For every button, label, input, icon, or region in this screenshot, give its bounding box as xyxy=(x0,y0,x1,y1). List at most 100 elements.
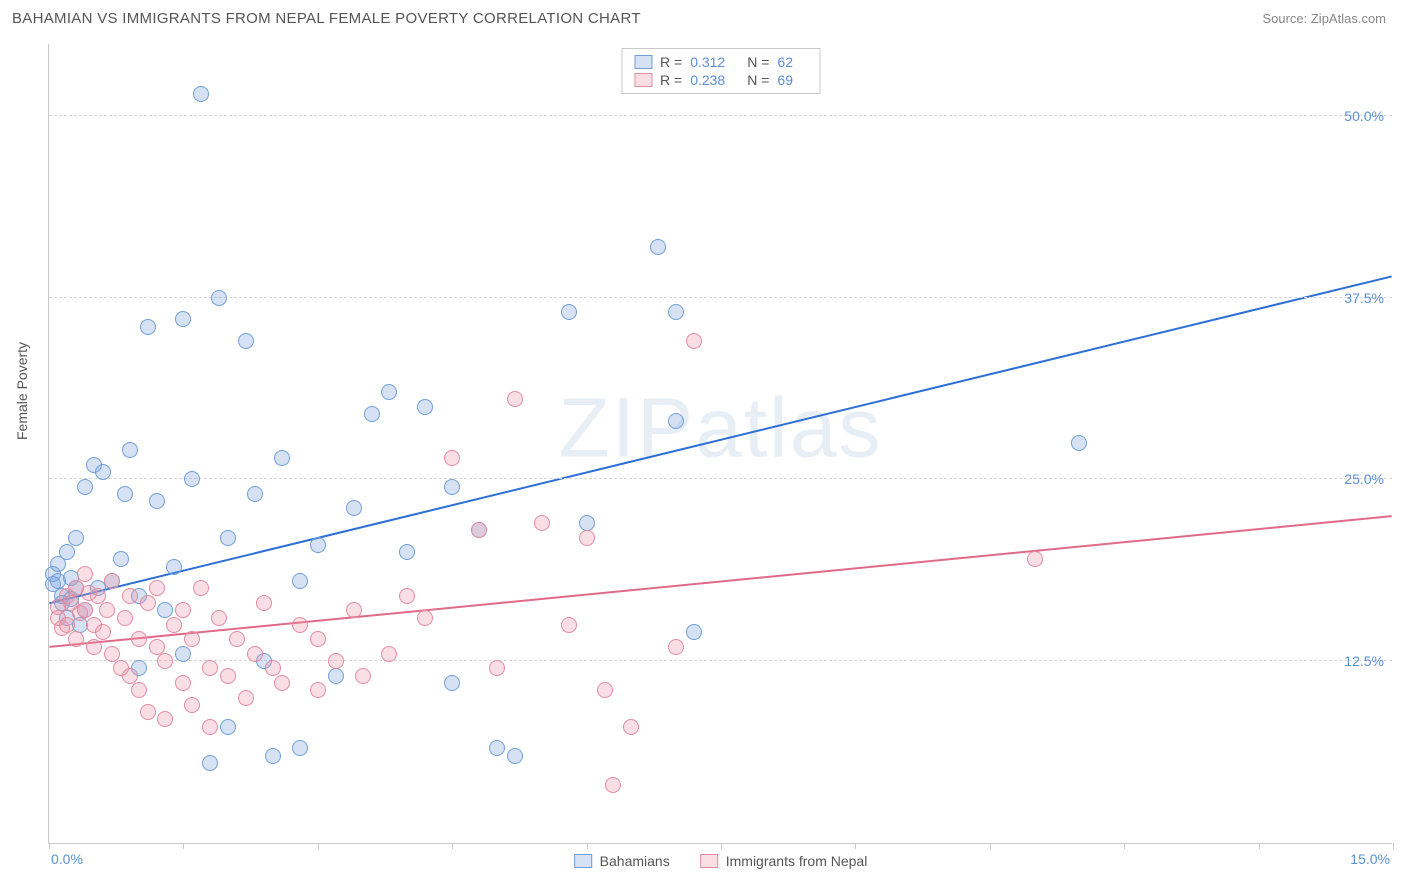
x-tick xyxy=(1124,843,1125,849)
data-point xyxy=(247,646,263,662)
data-point xyxy=(238,690,254,706)
data-point xyxy=(193,86,209,102)
data-point xyxy=(265,660,281,676)
data-point xyxy=(220,719,236,735)
data-point xyxy=(444,675,460,691)
data-point xyxy=(211,290,227,306)
swatch-nepal-icon xyxy=(700,854,718,868)
data-point xyxy=(175,646,191,662)
n-value: 69 xyxy=(777,72,793,88)
data-point xyxy=(534,515,550,531)
data-point xyxy=(131,682,147,698)
gridline xyxy=(49,115,1392,116)
data-point xyxy=(355,668,371,684)
data-point xyxy=(274,675,290,691)
data-point xyxy=(471,522,487,538)
x-tick xyxy=(1259,843,1260,849)
data-point xyxy=(184,631,200,647)
data-point xyxy=(95,464,111,480)
data-point xyxy=(444,450,460,466)
data-point xyxy=(122,668,138,684)
trend-lines xyxy=(49,44,1392,843)
data-point xyxy=(77,566,93,582)
x-tick xyxy=(183,843,184,849)
data-point xyxy=(444,479,460,495)
series-legend: Bahamians Immigrants from Nepal xyxy=(574,853,868,869)
data-point xyxy=(149,580,165,596)
legend-label: Immigrants from Nepal xyxy=(726,853,868,869)
data-point xyxy=(184,471,200,487)
data-point xyxy=(489,740,505,756)
n-value: 62 xyxy=(777,54,793,70)
data-point xyxy=(265,748,281,764)
legend-label: Bahamians xyxy=(600,853,670,869)
watermark: ZIPatlas xyxy=(558,379,882,476)
x-tick-label: 15.0% xyxy=(1350,851,1390,867)
data-point xyxy=(310,537,326,553)
data-point xyxy=(561,617,577,633)
r-label: R = xyxy=(660,72,682,88)
x-tick xyxy=(318,843,319,849)
x-tick xyxy=(587,843,588,849)
r-label: R = xyxy=(660,54,682,70)
data-point xyxy=(220,668,236,684)
correlation-legend: R = 0.312 N = 62 R = 0.238 N = 69 xyxy=(621,48,820,94)
data-point xyxy=(95,624,111,640)
data-point xyxy=(328,668,344,684)
y-tick-label: 37.5% xyxy=(1344,290,1384,306)
data-point xyxy=(292,573,308,589)
data-point xyxy=(68,530,84,546)
n-label: N = xyxy=(747,54,769,70)
legend-row-bahamians: R = 0.312 N = 62 xyxy=(634,53,807,71)
data-point xyxy=(346,500,362,516)
data-point xyxy=(59,617,75,633)
r-value: 0.238 xyxy=(690,72,725,88)
data-point xyxy=(117,486,133,502)
data-point xyxy=(399,544,415,560)
data-point xyxy=(68,631,84,647)
data-point xyxy=(561,304,577,320)
data-point xyxy=(364,406,380,422)
x-tick xyxy=(990,843,991,849)
data-point xyxy=(157,653,173,669)
y-tick-label: 25.0% xyxy=(1344,471,1384,487)
data-point xyxy=(175,675,191,691)
data-point xyxy=(140,595,156,611)
data-point xyxy=(238,333,254,349)
y-tick-label: 50.0% xyxy=(1344,108,1384,124)
y-axis-label: Female Poverty xyxy=(14,342,30,440)
data-point xyxy=(507,748,523,764)
n-label: N = xyxy=(747,72,769,88)
data-point xyxy=(579,530,595,546)
data-point xyxy=(668,413,684,429)
data-point xyxy=(149,493,165,509)
data-point xyxy=(202,719,218,735)
data-point xyxy=(328,653,344,669)
data-point xyxy=(175,602,191,618)
data-point xyxy=(104,573,120,589)
x-tick-label: 0.0% xyxy=(51,851,83,867)
data-point xyxy=(166,559,182,575)
x-tick xyxy=(49,843,50,849)
data-point xyxy=(292,740,308,756)
data-point xyxy=(122,588,138,604)
r-value: 0.312 xyxy=(690,54,725,70)
data-point xyxy=(274,450,290,466)
data-point xyxy=(507,391,523,407)
data-point xyxy=(122,442,138,458)
data-point xyxy=(489,660,505,676)
data-point xyxy=(256,595,272,611)
gridline xyxy=(49,478,1392,479)
data-point xyxy=(310,631,326,647)
data-point xyxy=(623,719,639,735)
data-point xyxy=(157,602,173,618)
data-point xyxy=(211,610,227,626)
data-point xyxy=(668,639,684,655)
data-point xyxy=(193,580,209,596)
data-point xyxy=(86,639,102,655)
data-point xyxy=(131,631,147,647)
gridline xyxy=(49,297,1392,298)
data-point xyxy=(417,399,433,415)
data-point xyxy=(157,711,173,727)
data-point xyxy=(597,682,613,698)
